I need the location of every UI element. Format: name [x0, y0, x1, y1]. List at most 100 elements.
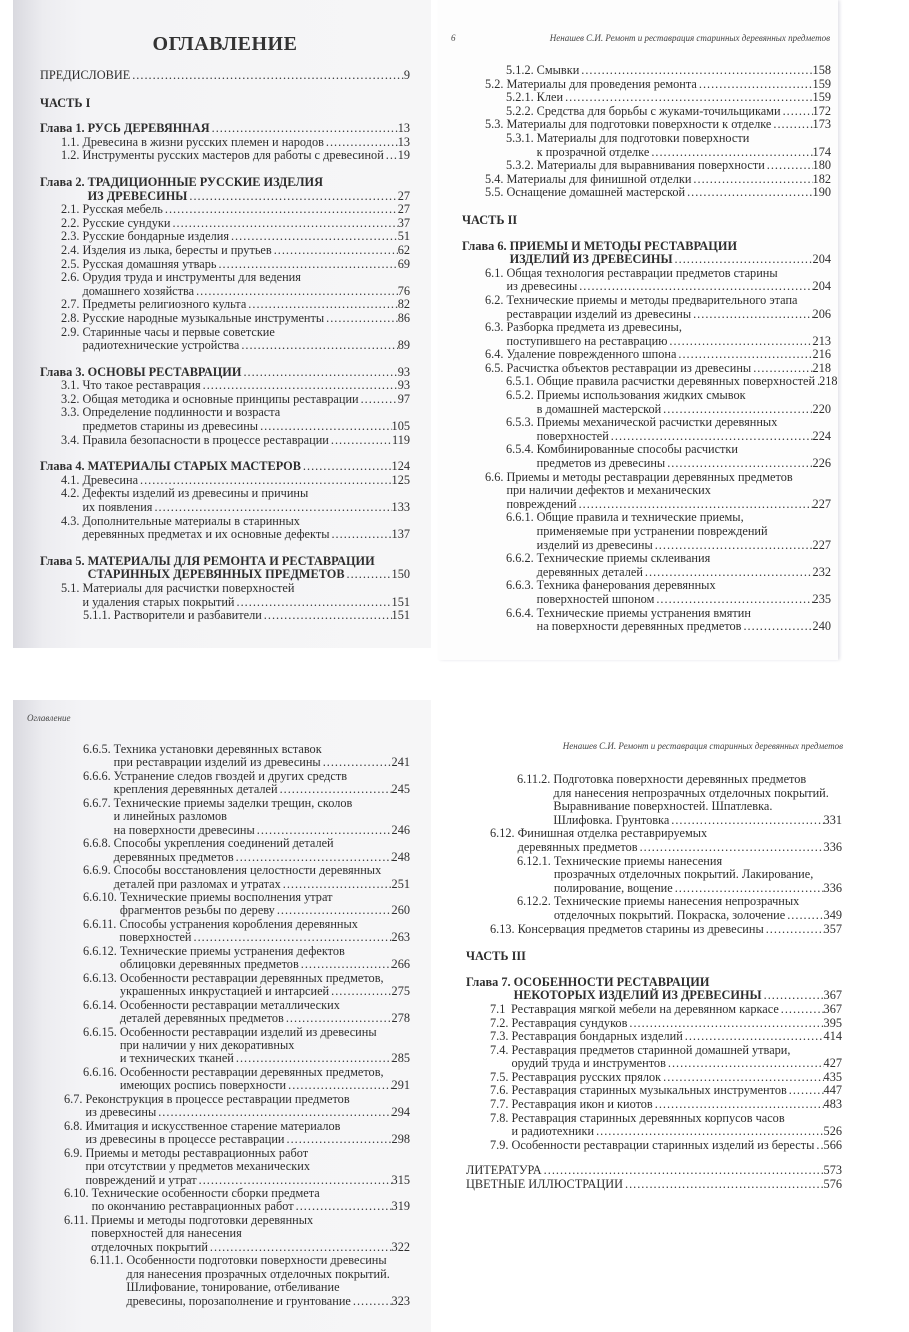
toc-entry[interactable]: 6.1. Общая технология реставрации предмет… [485, 266, 831, 294]
toc-entry[interactable]: 5.4.Материалы для финишной отделки 182 [485, 172, 831, 187]
toc-entry[interactable]: 7.7.Реставрация икон и киотов 483 [490, 1097, 842, 1112]
toc-entry[interactable]: 7.1 Реставрация мягкой мебели на деревянн… [490, 1002, 842, 1017]
toc-entry[interactable]: 5.1.2.Смывки 158 [506, 63, 831, 78]
dot-leader [138, 474, 392, 488]
toc-entry[interactable]: 2.4.Изделия из лыка, бересты и прутьев 62 [61, 243, 410, 258]
toc-entry[interactable]: 7.6. Реставрация старинных музыкальных ин… [490, 1084, 842, 1098]
toc-entry[interactable]: 6.3. Разборка предмета из древесины, посту… [485, 320, 831, 348]
toc-chapter[interactable]: Глава 7. ОСОБЕННОСТИ РЕСТАВРАЦИИ НЕКОТОРЫХ… [466, 975, 842, 1003]
toc-entry[interactable]: 2.3.Русские бондарные изделия 51 [61, 230, 410, 244]
toc-entry[interactable]: 6.6.12. Технические приемы устранения деф… [83, 944, 410, 972]
toc-section[interactable]: ЛИТЕРАТУРА 573 [466, 1164, 842, 1178]
toc-entry[interactable]: 5.2.2. Средства для борьбы с жуками-точил… [506, 104, 831, 119]
toc-entry[interactable]: 5.3.2. Материалы для выравнивания поверхн… [506, 159, 831, 173]
toc-entry[interactable]: 4.3. Дополнительные материалы в старинных… [61, 514, 410, 542]
entry-title-line: для нанесения прозрачных отделочных покр… [126, 1266, 390, 1281]
toc-entry[interactable]: 5.2.1.Клеи 159 [506, 91, 831, 105]
page-number: 97 [397, 391, 410, 406]
entry-number: Глава 4. [40, 459, 85, 474]
toc-entry[interactable]: 2.5.Русская домашняя утварь 69 [61, 257, 410, 272]
dot-leader [241, 366, 397, 380]
toc-entry[interactable]: 7.5.Реставрация русских прялок 435 [490, 1070, 842, 1085]
toc-entry[interactable]: 6.11.1. Особенности подготовки поверхност… [90, 1253, 410, 1308]
toc-entry[interactable]: 6.5. Расчистка объектов реставрации из др… [485, 361, 831, 376]
toc-entry[interactable]: 3.4. Правила безопасности в процессе рест… [61, 433, 410, 448]
toc-entry[interactable]: 6.9. Приемы и методы реставрационных рабо… [64, 1146, 410, 1187]
toc-entry[interactable]: 6.5.2. Приемы использования жидких смывок… [506, 388, 831, 417]
toc-entry[interactable]: 6.6.16. Особенности реставрации деревянны… [83, 1065, 410, 1093]
toc-entry[interactable]: 2.2.Русские сундуки 37 [61, 216, 410, 231]
toc-entry[interactable]: 4.2. Дефекты изделий из древесины и причи… [61, 487, 410, 514]
entry-title: Реставрация икон и киотов 483 [511, 1097, 842, 1112]
toc-entry[interactable]: 6.6.15. Особенности реставрации изделий и… [83, 1025, 410, 1066]
toc-entry[interactable]: 6.6.6. Устранение следов гвоздей и других… [83, 769, 410, 797]
toc-entry[interactable]: 3.2. Общая методика и основные принципы р… [61, 391, 410, 407]
toc-entry[interactable]: 2.6. Орудия труда и инструменты для веден… [61, 270, 410, 298]
toc-entry[interactable]: 5.5.Оснащение домашней мастерской 190 [485, 186, 831, 200]
toc-entry[interactable]: 6.5.1. Общие правила расчистки деревянных… [506, 375, 838, 389]
toc-entry[interactable]: 7.3.Реставрация бондарных изделий 414 [490, 1029, 842, 1044]
toc-entry[interactable]: 5.1. Материалы для расчистки поверхностей… [61, 581, 410, 609]
toc-entry[interactable]: 7.9. Особенности реставрации старинных из… [490, 1138, 842, 1153]
toc-entry[interactable]: 6.10. Технические особенности сборки пред… [64, 1186, 410, 1214]
entry-title-line: в домашней мастерской 220 [537, 402, 831, 417]
toc-entry[interactable]: 6.4.Удаление поврежденного шпона 216 [485, 348, 831, 362]
toc-entry[interactable]: 6.6.2. Технические приемы склеивания дерев… [506, 551, 831, 579]
toc-entry[interactable]: 3.1.Что такое реставрация 93 [61, 379, 410, 393]
toc-entry[interactable]: 6.6.5. Техника установки деревянных встав… [83, 742, 410, 770]
toc-entry[interactable]: 6.6. Приемы и методы реставрации деревянн… [485, 470, 831, 512]
toc-entry[interactable]: 2.1.Русская мебель 27 [61, 203, 410, 217]
toc-entry[interactable]: 2.7.Предметы религиозного культа 82 [61, 298, 410, 312]
toc-entry[interactable]: 6.6.11. Способы устранения коробления дер… [83, 917, 410, 945]
toc-entry[interactable]: 6.6.4. Технические приемы устранения вмят… [506, 606, 831, 634]
page-number: 150 [391, 567, 410, 582]
toc-entry[interactable]: 6.5.4. Комбинированные способы расчистки п… [506, 443, 831, 470]
toc-entry[interactable]: 6.8. Имитация и искусственное старение ма… [64, 1119, 410, 1147]
toc-entry[interactable]: 6.6.8. Способы укрепления соединений дета… [83, 836, 410, 864]
toc-entry[interactable]: 6.12. Финишная отделка реставрируемых дере… [490, 827, 842, 854]
toc-entry[interactable]: 6.6.9. Способы восстановления целостности… [83, 863, 410, 891]
toc-entry[interactable]: 1.2. Инструменты русских мастеров для раб… [61, 149, 410, 163]
entry-number: 1.2. [61, 148, 80, 163]
toc-entry[interactable]: 6.6.7. Технические приемы заделки трещин,… [83, 796, 410, 837]
toc-entry[interactable]: 3.3. Определение подлинности и возраста пр… [61, 406, 410, 433]
toc-entry[interactable]: 4.1.Древесина 125 [61, 473, 410, 488]
toc-entry[interactable]: 5.2.Материалы для проведения ремонта 159 [485, 77, 831, 92]
page-number: 367 [823, 988, 842, 1003]
toc-entry[interactable]: 6.11. Приемы и методы подготовки деревянн… [64, 1213, 410, 1254]
toc-chapter[interactable]: Глава 5. МАТЕРИАЛЫ ДЛЯ РЕМОНТА И РЕСТАВРА… [40, 554, 410, 582]
page-number: 294 [391, 1105, 410, 1120]
entry-number: 3.3. [61, 405, 80, 420]
entry-title-line: поверхностей шпоном 235 [537, 592, 831, 607]
toc-entry[interactable]: 6.2. Технические приемы и методы предвари… [485, 293, 831, 321]
toc-section[interactable]: ЦВЕТНЫЕ ИЛЛЮСТРАЦИИ 576 [466, 1177, 842, 1192]
toc-entry[interactable]: 6.6.1. Общие правила и технические приемы… [506, 511, 831, 552]
toc-entry[interactable]: 6.7. Реконструкция в процессе реставрации… [64, 1092, 410, 1120]
toc-entry[interactable]: 2.8. Русские народные музыкальные инструм… [61, 311, 410, 326]
toc-entry[interactable]: 2.9. Старинные часы и первые советские рад… [61, 325, 410, 353]
toc-entry[interactable]: 6.12.2. Технические приемы нанесения непр… [517, 894, 842, 922]
toc-entry[interactable]: 1.1. Древесина в жизни русских племен и н… [61, 135, 410, 150]
toc-chapter[interactable]: Глава 6. ПРИЕМЫ И МЕТОДЫ РЕСТАВРАЦИИ ИЗДЕЛ… [462, 239, 831, 267]
toc-chapter[interactable]: Глава 2. ТРАДИЦИОННЫЕ РУССКИЕ ИЗДЕЛИЯ ИЗ Д… [40, 175, 410, 203]
toc-entry[interactable]: 7.8. Реставрация старинных деревянных кор… [490, 1111, 842, 1139]
toc-entry[interactable]: 7.2.Реставрация сундуков 395 [490, 1016, 842, 1031]
toc-section[interactable]: ПРЕДИСЛОВИЕ 9 [40, 68, 410, 83]
toc-entry[interactable]: 6.5.3. Приемы механической расчистки дере… [506, 415, 831, 443]
toc-entry[interactable]: 5.3. Материалы для подготовки поверхности… [485, 118, 831, 132]
entry-title-line: Шлифовка. Грунтовка 331 [553, 813, 842, 828]
toc-entry[interactable]: 6.6.10. Технические приемы восполнения ут… [83, 890, 410, 918]
toc-chapter[interactable]: Глава 1.РУСЬ ДЕРЕВЯННАЯ 13 [40, 122, 410, 136]
toc-entry[interactable]: 6.12.1. Технические приемы нанесения прозр… [517, 854, 842, 896]
toc-entry[interactable]: 6.11.2. Подготовка поверхности деревянных… [517, 772, 842, 828]
toc-entry[interactable]: 5.1.1.Растворители и разбавители 151 [83, 609, 410, 623]
entry-title-line: Консервация предметов старины из древеси… [518, 922, 842, 937]
toc-entry[interactable]: 6.6.13. Особенности реставрации деревянны… [83, 971, 410, 999]
toc-entry[interactable]: 7.4. Реставрация предметов старинной дома… [490, 1043, 842, 1071]
toc-chapter[interactable]: Глава 4.МАТЕРИАЛЫ СТАРЫХ МАСТЕРОВ 124 [40, 460, 410, 474]
toc-entry[interactable]: 6.13. Консервация предметов старины из др… [490, 922, 842, 937]
toc-chapter[interactable]: Глава 3.ОСНОВЫ РЕСТАВРАЦИИ 93 [40, 365, 410, 380]
toc-entry[interactable]: 6.6.14. Особенности реставрации металличе… [83, 998, 410, 1026]
toc-entry[interactable]: 6.6.3. Техника фанерования деревянных пове… [506, 579, 831, 606]
toc-entry[interactable]: 5.3.1. Материалы для подготовки поверхнос… [506, 131, 831, 159]
